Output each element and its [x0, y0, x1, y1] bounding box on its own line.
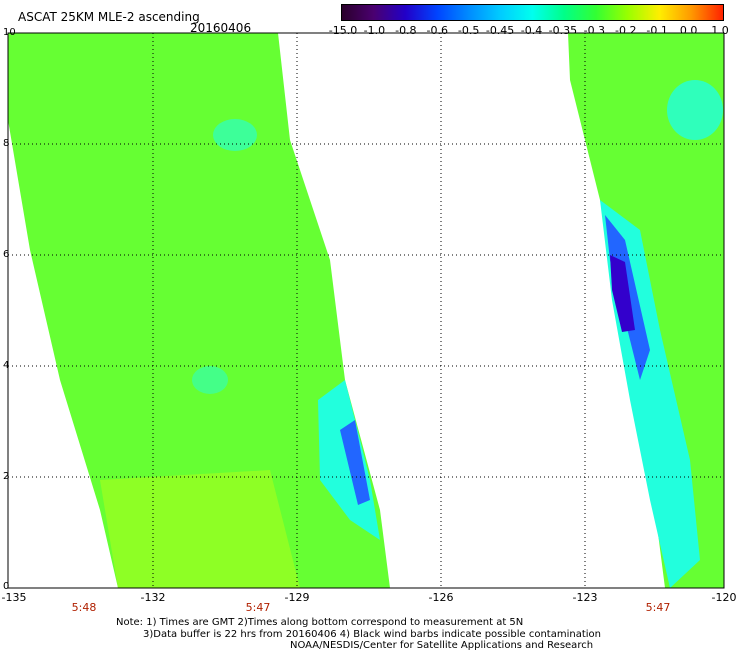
product-title: ASCAT 25KM MLE-2 ascending — [18, 10, 200, 24]
lat-label: 0 — [3, 581, 10, 592]
pass-time-label: 5:47 — [645, 601, 671, 614]
swath-left-light-patch — [100, 470, 300, 588]
note-line-2: 3)Data buffer is 22 hrs from 20160406 4)… — [143, 629, 601, 640]
color-scale-bar — [341, 4, 724, 21]
plot-frame — [7, 32, 725, 589]
swath-left-blue-patch — [340, 420, 370, 505]
pass-time-label: 5:48 — [71, 601, 97, 614]
color-scale-label: -0.8 — [395, 24, 417, 37]
swath-left — [8, 33, 390, 588]
pass-time-label: 5:47 — [245, 601, 271, 614]
note-line-1: Note: 1) Times are GMT 2)Times along bot… — [116, 617, 524, 628]
swath-left-cyan-spot — [213, 119, 257, 151]
color-scale-label: -0.4 — [520, 24, 543, 37]
note-line-3: NOAA/NESDIS/Center for Satellite Applica… — [290, 640, 594, 651]
lon-label: -120 — [711, 591, 737, 604]
lat-label: 2 — [3, 471, 10, 482]
lat-label: 6 — [3, 249, 10, 260]
color-scale-label: -0.45 — [485, 24, 515, 37]
color-scale-label: -1.0 — [363, 24, 386, 37]
lon-label: -135 — [1, 591, 27, 604]
lat-label: 4 — [3, 360, 10, 371]
color-scale-label: -0.5 — [457, 24, 480, 37]
swath-right-cyan-spot — [667, 80, 723, 140]
lon-label: -132 — [140, 591, 166, 604]
lon-label: -129 — [284, 591, 310, 604]
product-date: 20160406 — [190, 21, 252, 35]
lat-label: 10 — [3, 27, 16, 38]
color-scale-label: -0.6 — [426, 24, 448, 37]
grid-lines — [8, 33, 724, 588]
lon-label: -123 — [572, 591, 598, 604]
lon-label: -126 — [428, 591, 454, 604]
color-scale-label: -15.0 — [328, 24, 358, 37]
lat-label: 8 — [3, 138, 10, 149]
swath-right-violet-patch — [610, 255, 635, 332]
swath-left-cyan-spot — [192, 366, 228, 394]
